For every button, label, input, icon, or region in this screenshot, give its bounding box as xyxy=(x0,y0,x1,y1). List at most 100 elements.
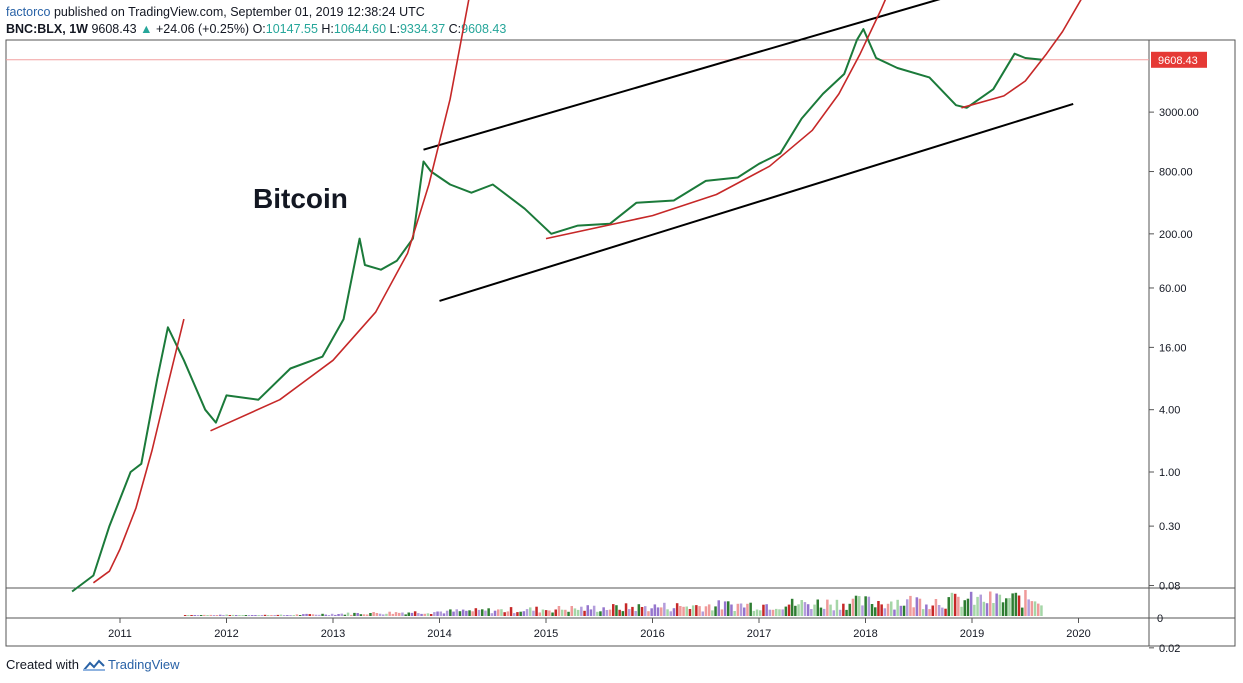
volume-bar xyxy=(506,611,510,616)
volume-bar xyxy=(279,614,283,616)
volume-bar xyxy=(362,614,366,616)
volume-bar xyxy=(637,604,641,616)
symbol-label[interactable]: BNC:BLX, 1W xyxy=(6,22,88,36)
tradingview-link[interactable]: TradingView xyxy=(82,657,180,672)
volume-bar xyxy=(557,606,561,616)
ohlc-legend: BNC:BLX, 1W 9608.43 ▲ +24.06 (+0.25%) O:… xyxy=(6,22,506,36)
chart-title: Bitcoin xyxy=(253,183,348,214)
x-axis: 2011 2012 2013 2014 2015 2016 2017 2018 2019 2020 xyxy=(108,618,1091,640)
volume-bar xyxy=(458,611,462,616)
volume-bar xyxy=(487,608,490,616)
volume-bar xyxy=(471,611,474,616)
volume-bar xyxy=(270,615,273,616)
open-label: O: xyxy=(252,22,266,36)
chart-frame xyxy=(5,39,1236,647)
volume-bar xyxy=(308,614,311,616)
volume-bar xyxy=(311,614,315,616)
volume-bar xyxy=(775,608,778,616)
volume-bar xyxy=(382,614,385,616)
volume-bar xyxy=(1021,607,1024,616)
volume-bar xyxy=(896,599,899,616)
volume-bar xyxy=(723,601,727,616)
volume-bar xyxy=(644,606,647,616)
volume-bar xyxy=(1037,603,1040,616)
series-group xyxy=(71,0,1082,593)
volume-bar xyxy=(203,614,206,616)
volume-bar xyxy=(937,605,941,616)
volume-bar xyxy=(704,606,708,616)
volume-bar xyxy=(544,610,548,616)
volume-bar xyxy=(190,615,193,616)
volume-bar xyxy=(829,604,832,616)
volume-bar xyxy=(752,610,756,616)
volume-bar xyxy=(883,608,887,616)
volume-bar xyxy=(1005,598,1008,616)
author-link[interactable]: factorco xyxy=(6,5,51,19)
price-change: +24.06 (+0.25%) xyxy=(155,22,250,36)
volume-bar xyxy=(346,612,350,616)
volume-bar xyxy=(816,599,819,616)
volume-bar xyxy=(826,599,829,616)
volume-bar xyxy=(778,609,781,616)
volume-bar xyxy=(960,606,963,616)
volume-bar xyxy=(656,607,660,616)
volume-bar xyxy=(340,613,343,616)
series-parabolic-curve-2018 xyxy=(545,0,887,240)
volume-bar xyxy=(222,615,225,616)
volume-bar xyxy=(717,600,720,616)
series-channel-lower xyxy=(439,102,1074,302)
volume-bar xyxy=(394,612,398,616)
y-tick-label: 60.00 xyxy=(1159,283,1187,295)
volume-bar xyxy=(452,611,455,616)
volume-bar xyxy=(743,607,746,616)
volume-bar xyxy=(212,615,216,616)
volume-bar xyxy=(567,611,570,616)
volume-bar xyxy=(592,605,596,616)
volume-bar xyxy=(736,603,740,616)
price-tag-group: 9608.43 xyxy=(1151,51,1207,68)
volume-bar xyxy=(302,614,305,616)
volume-bar xyxy=(870,604,874,616)
volume-bar xyxy=(864,596,867,616)
volume-bar xyxy=(254,615,257,616)
low-label: L: xyxy=(389,22,400,36)
volume-bar xyxy=(481,609,484,616)
volume-bar xyxy=(890,601,893,616)
low-value: 9334.37 xyxy=(399,22,446,36)
y-axis: 85000000.0025000000.007000000.001800000.… xyxy=(1149,0,1205,655)
volume-bar xyxy=(420,613,423,616)
volume-bar xyxy=(327,615,331,616)
published-text: published on TradingView.com, September … xyxy=(50,5,425,19)
volume-bar xyxy=(209,614,212,616)
x-tick-label: 2014 xyxy=(427,628,451,640)
volume-bar xyxy=(931,605,934,616)
x-tick-label: 2017 xyxy=(747,628,771,640)
volume-bar xyxy=(199,615,203,616)
volume-bar xyxy=(461,609,465,616)
volume-bar xyxy=(295,614,299,616)
volume-bar xyxy=(934,599,938,616)
volume-bar xyxy=(388,611,391,616)
volume-bar xyxy=(912,607,915,616)
volume-bar xyxy=(858,596,861,616)
volume-bar xyxy=(669,611,672,616)
volume-bar xyxy=(429,614,433,616)
volume-bar xyxy=(969,591,973,616)
volume-bar xyxy=(947,597,950,616)
volume-bar xyxy=(235,615,238,616)
volume-bar xyxy=(727,601,730,616)
volume-bar xyxy=(749,602,752,616)
volume-bar xyxy=(845,609,848,616)
volume-bar xyxy=(851,598,855,616)
x-tick-label: 2012 xyxy=(214,628,238,640)
volume-bar xyxy=(324,614,327,616)
volume-bar xyxy=(305,613,308,616)
volume-bar xyxy=(337,614,340,616)
volume-bar xyxy=(966,598,970,616)
volume-bar xyxy=(835,599,839,616)
volume-bar xyxy=(762,604,765,616)
high-value: 10644.60 xyxy=(333,22,387,36)
volume-bar xyxy=(343,614,347,616)
volume-bar xyxy=(260,615,264,616)
